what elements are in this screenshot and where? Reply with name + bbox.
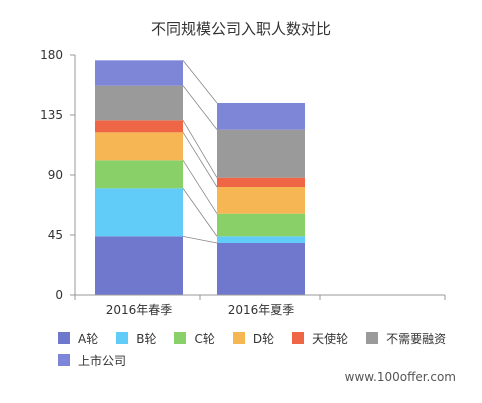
legend-swatch bbox=[116, 332, 129, 344]
legend-swatch bbox=[174, 332, 187, 344]
legend-label: 天使轮 bbox=[312, 331, 349, 346]
y-tick-label: 180 bbox=[40, 48, 63, 62]
bars bbox=[95, 60, 305, 295]
connector-lines bbox=[182, 60, 218, 244]
legend-swatch bbox=[366, 332, 379, 344]
bar-segment bbox=[95, 85, 183, 121]
bar-segment bbox=[217, 129, 305, 178]
bar-segment bbox=[217, 213, 305, 237]
legend-swatch bbox=[292, 332, 305, 344]
bar-segment bbox=[217, 236, 305, 243]
legend-label: C轮 bbox=[194, 331, 215, 346]
legend-item[interactable]: C轮 bbox=[174, 330, 215, 346]
connector-line bbox=[182, 85, 218, 130]
connector-line bbox=[182, 188, 218, 237]
bar-segment bbox=[95, 120, 183, 133]
y-tick-label: 135 bbox=[40, 108, 63, 122]
y-axis: 0 45 90 135 180 bbox=[40, 48, 76, 302]
legend-swatch bbox=[58, 332, 70, 344]
bar-segment bbox=[217, 243, 305, 295]
chart-title: 不同规模公司入职人数对比 bbox=[150, 20, 331, 38]
legend-item[interactable]: 不需要融资 bbox=[366, 330, 446, 346]
legend-item[interactable]: A轮 bbox=[58, 330, 98, 346]
x-tick-label: 2016年夏季 bbox=[228, 303, 295, 317]
connector-line bbox=[182, 160, 218, 214]
connector-line bbox=[182, 60, 218, 104]
bar-segment bbox=[95, 160, 183, 189]
legend-label: A轮 bbox=[78, 331, 99, 346]
legend-label: D轮 bbox=[252, 331, 275, 346]
bar-segment bbox=[217, 177, 305, 187]
legend-label: 不需要融资 bbox=[386, 331, 447, 346]
legend-item[interactable]: B轮 bbox=[116, 330, 156, 346]
x-axis: 2016年春季 2016年夏季 bbox=[74, 294, 446, 317]
connector-line bbox=[182, 120, 218, 178]
legend-item[interactable]: 上市公司 bbox=[58, 352, 126, 368]
legend-swatch bbox=[232, 332, 245, 344]
legend-item[interactable]: D轮 bbox=[232, 330, 275, 346]
legend-swatch bbox=[58, 354, 70, 366]
legend-label: 上市公司 bbox=[78, 353, 127, 368]
bar-segment bbox=[95, 188, 183, 237]
connector-line bbox=[182, 235, 218, 244]
legend: A轮 B轮 C轮 D轮 天使轮 不需要融资上市公司 bbox=[58, 330, 468, 368]
x-tick-label: 2016年春季 bbox=[106, 303, 173, 317]
connector-line bbox=[182, 132, 218, 188]
y-tick-label: 90 bbox=[48, 168, 63, 182]
legend-label: B轮 bbox=[136, 331, 157, 346]
bar-segment bbox=[95, 132, 183, 161]
watermark: www.100offer.com bbox=[344, 370, 456, 384]
legend-item[interactable]: 天使轮 bbox=[292, 330, 348, 346]
bar-segment bbox=[95, 236, 183, 295]
bar-segment bbox=[217, 103, 305, 130]
y-tick-label: 45 bbox=[48, 228, 63, 242]
bar-segment bbox=[95, 60, 183, 86]
bar-segment bbox=[217, 187, 305, 214]
y-tick-label: 0 bbox=[55, 288, 63, 302]
